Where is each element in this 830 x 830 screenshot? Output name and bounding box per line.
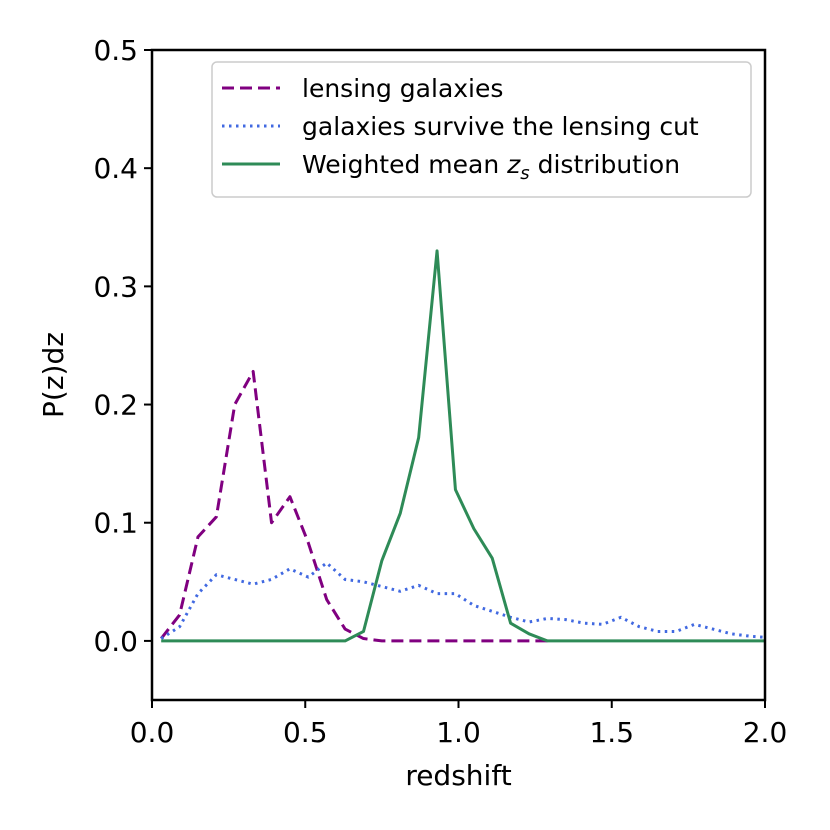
axes: 0.0 0.5 1.0 1.5 2.0 0.0 0.1 0.2 0.3 0.4 0.5 — [93, 34, 787, 749]
y-tick-label: 0.1 — [93, 507, 138, 540]
y-tick-label: 0.4 — [93, 152, 138, 185]
y-tick-label: 0.0 — [93, 625, 138, 658]
y-tick-label: 0.2 — [93, 389, 138, 422]
plot-area — [160, 249, 765, 643]
x-tick-label: 1.5 — [589, 716, 634, 749]
x-tick-label: 0.5 — [283, 716, 328, 749]
legend-box — [211, 61, 752, 198]
x-tick-label: 2.0 — [743, 716, 788, 749]
x-tick-label: 0.0 — [130, 716, 175, 749]
legend-label-2: galaxies survive the lensing cut — [302, 112, 699, 141]
legend: lensing galaxies galaxies survive the len… — [211, 61, 752, 198]
y-tick-label: 0.5 — [93, 34, 138, 67]
y-axis-label: P(z)dz — [37, 332, 70, 418]
legend-label-1: lensing galaxies — [302, 74, 503, 103]
x-axis-label: redshift — [405, 759, 511, 792]
x-tick-label: 1.0 — [436, 716, 481, 749]
series-line-1 — [160, 369, 548, 643]
series-line-3 — [161, 249, 765, 643]
legend-label-3: Weighted mean zs distribution — [302, 150, 680, 184]
y-tick-label: 0.3 — [93, 270, 138, 303]
series-line-2 — [160, 561, 765, 640]
